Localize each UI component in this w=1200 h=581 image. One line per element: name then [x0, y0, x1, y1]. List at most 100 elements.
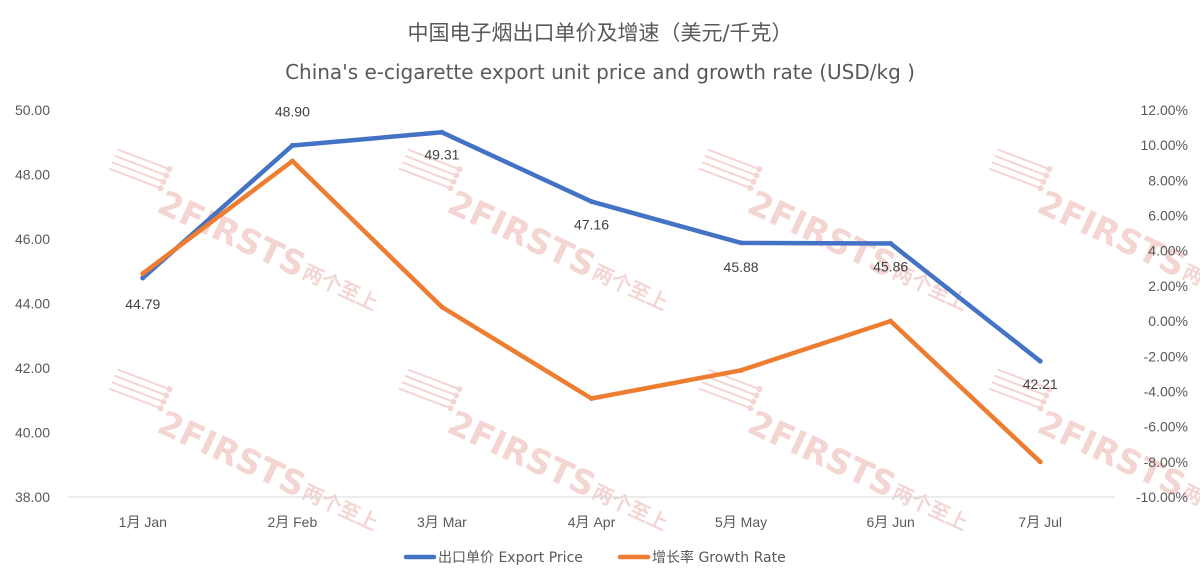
x-tick-label: 4月 Apr [568, 514, 616, 530]
watermark-dot [756, 386, 763, 393]
watermark-stroke [994, 154, 1047, 177]
y-left-tick-label: 46.00 [15, 231, 50, 247]
watermark-stroke [698, 387, 751, 410]
x-tick-label: 7月 Jul [1018, 514, 1062, 530]
watermark-dot [750, 398, 757, 405]
y-left-tick-label: 38.00 [15, 489, 50, 505]
watermark-dot [756, 166, 763, 173]
data-label: 45.86 [873, 259, 908, 275]
series-point-2 [140, 271, 146, 277]
watermark-stroke [988, 387, 1041, 410]
watermark-dot [447, 185, 454, 192]
watermark-stroke [114, 374, 167, 397]
x-tick-label: 5月 May [715, 514, 767, 530]
watermark-dot [753, 172, 760, 179]
series-point-2 [439, 304, 445, 310]
watermark-dot [453, 172, 460, 179]
series-point-2 [738, 367, 744, 373]
y-right-tick-label: 2.00% [1148, 278, 1188, 294]
watermark-stroke [111, 381, 164, 403]
watermark-dot [1043, 172, 1050, 179]
series-point-1 [289, 142, 295, 148]
y-right-tick-label: 8.00% [1148, 172, 1188, 188]
watermark-dot [1037, 185, 1044, 192]
watermark-stroke [991, 381, 1044, 403]
chart-title: 中国电子烟出口单价及增速（美元/千克） [407, 21, 792, 45]
watermark-text: 2FIRSTS [442, 183, 602, 286]
watermark-dot [1046, 386, 1053, 393]
y-right-ticks: -10.00% -8.00% -6.00% -4.00% -2.00% 0.00% 2.00… [1136, 102, 1188, 505]
x-tick-label: 6月 Jun [867, 514, 915, 530]
y-right-tick-label: 4.00% [1148, 243, 1188, 259]
watermark-stroke [404, 154, 457, 177]
watermark-stroke [401, 381, 454, 403]
x-tick-label: 2月 Feb [267, 514, 317, 530]
x-tick-label: 1月 Jan [119, 514, 167, 530]
watermark-stroke [698, 167, 751, 190]
y-right-tick-label: -6.00% [1144, 419, 1188, 435]
y-left-ticks: 38.00 40.00 42.00 44.00 46.00 48.00 50.00 [15, 102, 50, 505]
series-point-1 [589, 199, 594, 205]
series-point-1 [439, 129, 445, 135]
watermark-stroke [108, 387, 161, 410]
watermark-dot [1046, 166, 1053, 173]
watermark-stroke [701, 381, 754, 403]
watermark-stroke [407, 148, 460, 171]
y-left-tick-label: 42.00 [15, 360, 50, 376]
watermark-text: 2FIRSTS [742, 403, 902, 506]
watermark-dot [1040, 398, 1047, 405]
series-line-2 [140, 158, 1043, 465]
series-point-1 [888, 241, 894, 247]
watermark-stroke [398, 387, 451, 410]
watermark-dot [160, 178, 167, 185]
watermark-stroke [701, 161, 754, 183]
watermark-dot [160, 398, 167, 405]
watermark-dot [166, 386, 173, 393]
data-label: 45.88 [724, 259, 759, 275]
y-right-tick-label: 10.00% [1141, 137, 1188, 153]
watermark-dot [456, 386, 463, 393]
data-label: 44.79 [125, 296, 160, 312]
watermark-dot [450, 398, 457, 405]
chart-subtitle: China's e-cigarette export unit price an… [285, 60, 915, 84]
y-left-tick-label: 48.00 [15, 167, 50, 183]
legend-label-1: 出口单价 Export Price [438, 550, 583, 566]
watermark-dot [157, 405, 164, 412]
series-point-2 [1037, 459, 1043, 465]
legend: 出口单价 Export Price 增长率 Growth Rate [403, 549, 786, 566]
watermark-dot [453, 392, 460, 399]
x-ticks: 1月 Jan 2月 Feb 3月 Mar 4月 Apr 5月 May 6月 Jun 7月 J… [119, 514, 1062, 530]
watermark-stroke [398, 167, 451, 190]
watermark-stroke [407, 368, 460, 391]
watermark-stroke [401, 161, 454, 183]
data-label: 47.16 [574, 217, 609, 233]
y-right-tick-label: -2.00% [1144, 348, 1188, 364]
watermark-dot [1037, 405, 1044, 412]
data-labels: 44.79 48.90 49.31 47.16 45.88 45.86 42.21 [125, 103, 1058, 392]
watermark-dot [747, 405, 754, 412]
watermark-dot [456, 166, 463, 173]
watermark-text: 2FIRSTS [152, 403, 312, 506]
watermark-stroke [111, 161, 164, 183]
y-right-tick-label: 12.00% [1141, 102, 1188, 118]
watermark-stroke [994, 374, 1047, 397]
watermark-dot [447, 405, 454, 412]
watermark-layer: 2FIRSTS两个至上2FIRSTS两个至上2FIRSTS两个至上2FIRSTS… [108, 148, 1200, 535]
watermark-stroke [117, 368, 170, 391]
watermark-dot [163, 172, 170, 179]
y-left-tick-label: 40.00 [15, 425, 50, 441]
watermark-dot [750, 178, 757, 185]
watermark-subtext: 两个至上 [589, 260, 672, 316]
y-right-tick-label: 0.00% [1148, 313, 1188, 329]
series-point-1 [140, 275, 146, 281]
watermark-dot [747, 185, 754, 192]
watermark-dot [166, 166, 173, 173]
watermark-stroke [704, 154, 757, 177]
y-left-tick-label: 44.00 [15, 296, 50, 312]
series-point-1 [738, 240, 744, 246]
watermark-dot [1043, 392, 1050, 399]
